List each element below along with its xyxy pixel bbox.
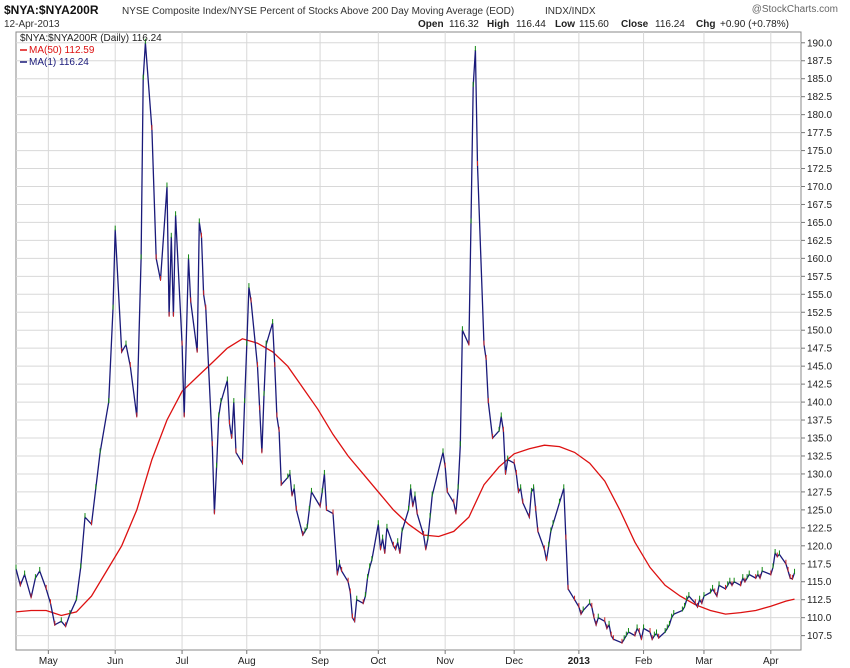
y-tick-label: 157.5 bbox=[807, 272, 832, 283]
y-tick-label: 120.0 bbox=[807, 541, 832, 552]
x-axis: May Jun Jul Aug Sep Oct Nov Dec 2013 Feb Mar Apr bbox=[39, 650, 779, 667]
chart-exchange: INDX/INDX bbox=[545, 6, 596, 17]
x-tick-label: May bbox=[39, 656, 58, 667]
y-tick-label: 160.0 bbox=[807, 254, 832, 265]
y-tick-label: 115.0 bbox=[807, 577, 832, 588]
x-tick-label: Jul bbox=[176, 656, 189, 667]
series-layer bbox=[15, 38, 796, 644]
x-tick-label: Dec bbox=[505, 656, 523, 667]
y-tick-label: 167.5 bbox=[807, 200, 832, 211]
y-tick-label: 152.5 bbox=[807, 308, 832, 319]
y-tick-label: 130.0 bbox=[807, 469, 832, 480]
x-tick-label: Aug bbox=[238, 656, 256, 667]
x-tick-label: Jun bbox=[107, 656, 123, 667]
y-tick-label: 132.5 bbox=[807, 451, 832, 462]
close-value: 116.24 bbox=[655, 19, 685, 30]
y-tick-label: 175.0 bbox=[807, 146, 832, 157]
y-tick-label: 190.0 bbox=[807, 38, 832, 49]
y-tick-label: 137.5 bbox=[807, 416, 832, 427]
open-label: Open bbox=[418, 19, 444, 30]
y-tick-label: 147.5 bbox=[807, 344, 832, 355]
y-tick-label: 140.0 bbox=[807, 398, 832, 409]
brand-logo-text: @StockCharts.com bbox=[752, 4, 838, 15]
legend-entry-main: $NYA:$NYA200R (Daily) 116.24 bbox=[20, 33, 162, 44]
legend: $NYA:$NYA200R (Daily) 116.24 MA(50) 112.… bbox=[20, 33, 162, 68]
low-label: Low bbox=[555, 19, 575, 30]
low-value: 115.60 bbox=[579, 19, 609, 30]
y-tick-label: 170.0 bbox=[807, 182, 832, 193]
y-tick-label: 150.0 bbox=[807, 326, 832, 337]
high-label: High bbox=[487, 19, 509, 30]
y-tick-label: 125.0 bbox=[807, 505, 832, 516]
chart-symbol: $NYA:$NYA200R bbox=[4, 3, 99, 17]
y-tick-label: 145.0 bbox=[807, 362, 832, 373]
y-tick-label: 162.5 bbox=[807, 236, 832, 247]
y-tick-label: 107.5 bbox=[807, 631, 832, 642]
high-value: 116.44 bbox=[516, 19, 546, 30]
y-tick-label: 177.5 bbox=[807, 128, 832, 139]
series-line-ma50 bbox=[15, 338, 795, 617]
chart-description: NYSE Composite Index/NYSE Percent of Sto… bbox=[122, 6, 514, 17]
chg-value: +0.90 (+0.78%) bbox=[720, 19, 789, 30]
y-tick-label: 122.5 bbox=[807, 523, 832, 534]
x-tick-label: Apr bbox=[763, 656, 779, 667]
x-tick-label: Mar bbox=[695, 656, 713, 667]
y-tick-label: 180.0 bbox=[807, 110, 832, 121]
x-tick-label: Nov bbox=[436, 656, 454, 667]
y-tick-label: 155.0 bbox=[807, 290, 832, 301]
y-tick-label: 135.0 bbox=[807, 434, 832, 445]
chart-date: 12-Apr-2013 bbox=[4, 19, 60, 30]
grid bbox=[16, 32, 801, 650]
x-tick-label: Oct bbox=[371, 656, 387, 667]
open-value: 116.32 bbox=[449, 19, 479, 30]
chg-label: Chg bbox=[696, 19, 715, 30]
y-tick-label: 182.5 bbox=[807, 92, 832, 103]
y-tick-label: 172.5 bbox=[807, 164, 832, 175]
plot-area bbox=[15, 31, 802, 651]
y-axis: 107.5 110.0 112.5 115.0 117.5 120.0 122.5 125.0… bbox=[801, 38, 832, 642]
legend-entry-ma50: MA(50) 112.59 bbox=[29, 45, 95, 56]
x-tick-label: Sep bbox=[311, 656, 329, 667]
y-tick-label: 185.0 bbox=[807, 74, 832, 85]
y-tick-label: 187.5 bbox=[807, 56, 832, 67]
y-tick-label: 110.0 bbox=[807, 613, 832, 624]
y-tick-label: 165.0 bbox=[807, 218, 832, 229]
y-tick-label: 117.5 bbox=[807, 559, 832, 570]
y-tick-label: 142.5 bbox=[807, 380, 832, 391]
x-tick-label: Feb bbox=[635, 656, 653, 667]
y-tick-label: 127.5 bbox=[807, 487, 832, 498]
x-tick-label: 2013 bbox=[568, 656, 591, 667]
ohlc-readout: Open 116.32 High 116.44 Low 115.60 Close… bbox=[418, 19, 789, 30]
close-label: Close bbox=[621, 19, 649, 30]
y-tick-label: 112.5 bbox=[807, 595, 832, 606]
legend-entry-ma1: MA(1) 116.24 bbox=[29, 57, 89, 68]
